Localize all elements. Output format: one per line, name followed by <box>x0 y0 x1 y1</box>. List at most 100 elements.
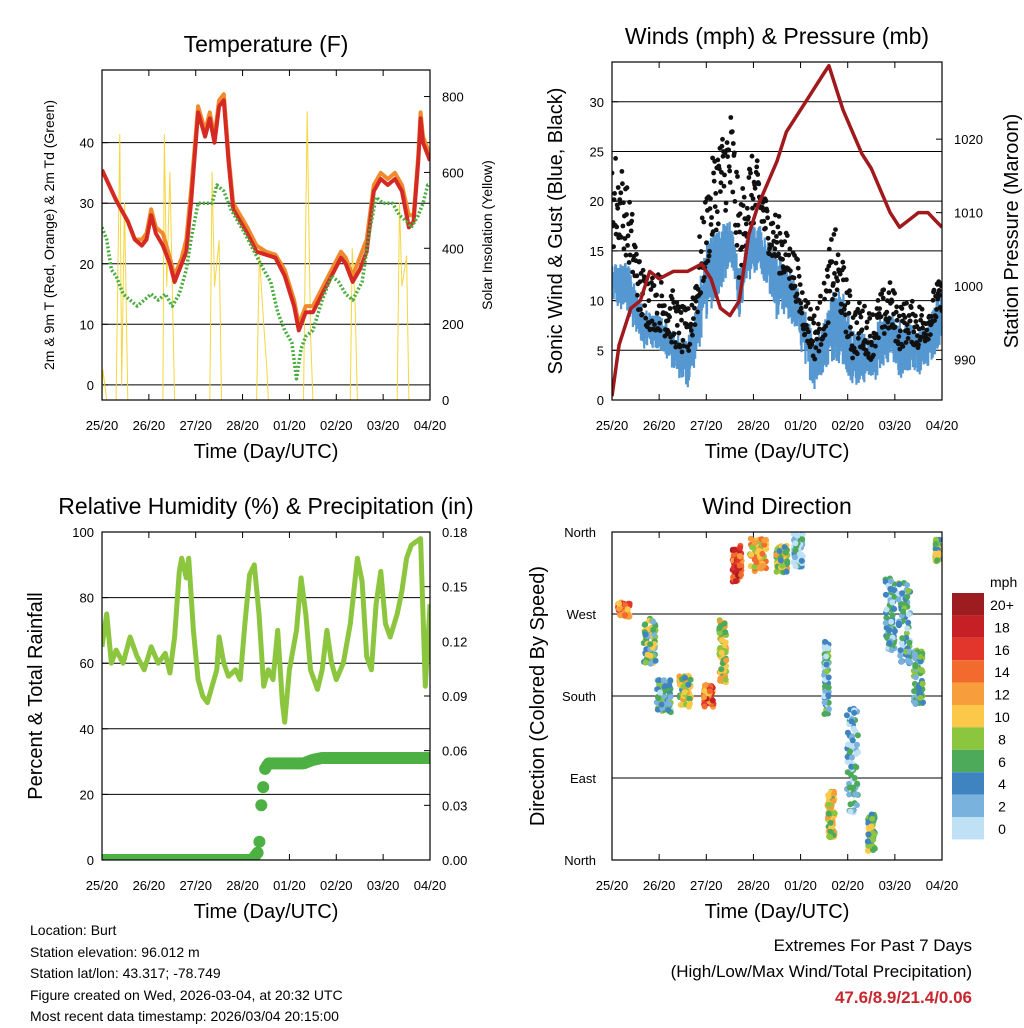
gust-point <box>711 170 716 176</box>
gust-point <box>744 205 750 211</box>
gust-point <box>652 322 657 327</box>
series-total-precipitation <box>102 752 430 860</box>
legend-label: 10 <box>994 709 1010 725</box>
gust-point <box>770 229 776 235</box>
legend-label: 6 <box>998 754 1006 770</box>
chart-title: Temperature (F) <box>184 31 349 57</box>
direction-point <box>616 600 622 607</box>
gust-point <box>835 252 841 258</box>
direction-point <box>882 619 889 626</box>
gust-point <box>735 222 741 228</box>
direction-point <box>831 790 838 797</box>
gust-point <box>662 303 667 308</box>
gust-point <box>687 341 693 347</box>
gust-point <box>865 351 871 356</box>
gust-point <box>833 260 839 266</box>
x-tick-label: 04/20 <box>926 418 959 433</box>
gust-point <box>818 293 823 299</box>
gust-point <box>882 324 888 329</box>
gust-point <box>919 306 925 312</box>
direction-point <box>932 536 939 543</box>
y2-tick-label: 800 <box>442 90 464 105</box>
gust-point <box>651 283 657 288</box>
direction-point <box>906 639 913 646</box>
direction-point <box>912 674 919 681</box>
gust-point <box>903 340 909 345</box>
gust-point <box>754 158 760 164</box>
x-tick-label: 01/20 <box>784 418 817 433</box>
direction-point <box>660 677 667 684</box>
legend-swatch <box>952 749 984 773</box>
direction-point <box>932 541 939 547</box>
legend-swatch <box>952 637 984 661</box>
gust-point <box>713 191 719 196</box>
gust-point <box>625 233 631 239</box>
direction-point <box>844 729 851 736</box>
gust-point <box>640 267 646 273</box>
direction-point <box>650 618 657 625</box>
gust-point <box>900 344 906 349</box>
legend-label: 14 <box>994 664 1010 680</box>
direction-point <box>736 553 743 560</box>
gust-point <box>915 333 920 339</box>
gust-point <box>815 305 820 311</box>
direction-point <box>784 558 791 565</box>
gust-point <box>671 331 677 337</box>
direction-point <box>773 568 780 575</box>
gust-point <box>712 204 718 210</box>
direction-points <box>615 532 942 854</box>
x-tick-label: 02/20 <box>320 418 353 433</box>
gust-point <box>723 200 729 206</box>
gust-point <box>621 246 627 252</box>
gust-point <box>723 208 728 213</box>
precip-point <box>422 752 430 764</box>
direction-point <box>854 741 860 748</box>
gust-point <box>802 331 808 337</box>
gust-point <box>928 332 933 337</box>
direction-point <box>871 845 878 852</box>
gust-point <box>843 329 849 335</box>
gust-point <box>711 178 717 184</box>
direction-point <box>825 793 832 800</box>
chart-title: Wind Direction <box>702 493 852 519</box>
gust-point <box>885 319 891 325</box>
gust-point <box>705 258 711 264</box>
direction-point <box>779 562 786 569</box>
gust-point <box>629 211 635 217</box>
gust-point <box>673 344 679 350</box>
gust-point <box>931 287 937 293</box>
gust-point <box>817 326 822 332</box>
gust-point <box>654 310 660 316</box>
gust-point <box>873 343 878 349</box>
plot-frame <box>101 69 431 401</box>
gust-point <box>704 240 709 246</box>
series-2m-t <box>102 98 430 333</box>
direction-point <box>641 621 648 628</box>
direction-point <box>904 657 911 664</box>
gust-point <box>736 275 742 280</box>
gust-point <box>904 322 910 328</box>
gust-point <box>615 185 621 190</box>
gust-point <box>679 317 684 323</box>
y-tick-label: 40 <box>80 136 94 151</box>
direction-point <box>825 706 832 712</box>
y-tick-label: 60 <box>80 656 94 671</box>
y-tick-label: 25 <box>590 144 604 159</box>
gust-point <box>897 328 903 334</box>
gust-point <box>855 306 861 312</box>
gust-point <box>935 296 941 302</box>
gust-point <box>619 169 625 174</box>
direction-point <box>776 548 783 554</box>
x-tick-label: 28/20 <box>226 418 259 433</box>
direction-point <box>897 652 904 659</box>
gust-point <box>867 315 873 321</box>
created-text: Figure created on Wed, 2026-03-04, at 20… <box>30 986 343 1003</box>
y2-tick-label: 1010 <box>954 206 983 221</box>
gust-point <box>782 239 788 245</box>
gust-point <box>670 288 676 293</box>
gust-point <box>752 185 758 191</box>
extremes-subtitle: (High/Low/Max Wind/Total Precipitation) <box>670 962 972 981</box>
legend-title: mph <box>990 574 1017 590</box>
gust-point <box>911 329 917 335</box>
y-tick-label: 0 <box>87 853 94 868</box>
